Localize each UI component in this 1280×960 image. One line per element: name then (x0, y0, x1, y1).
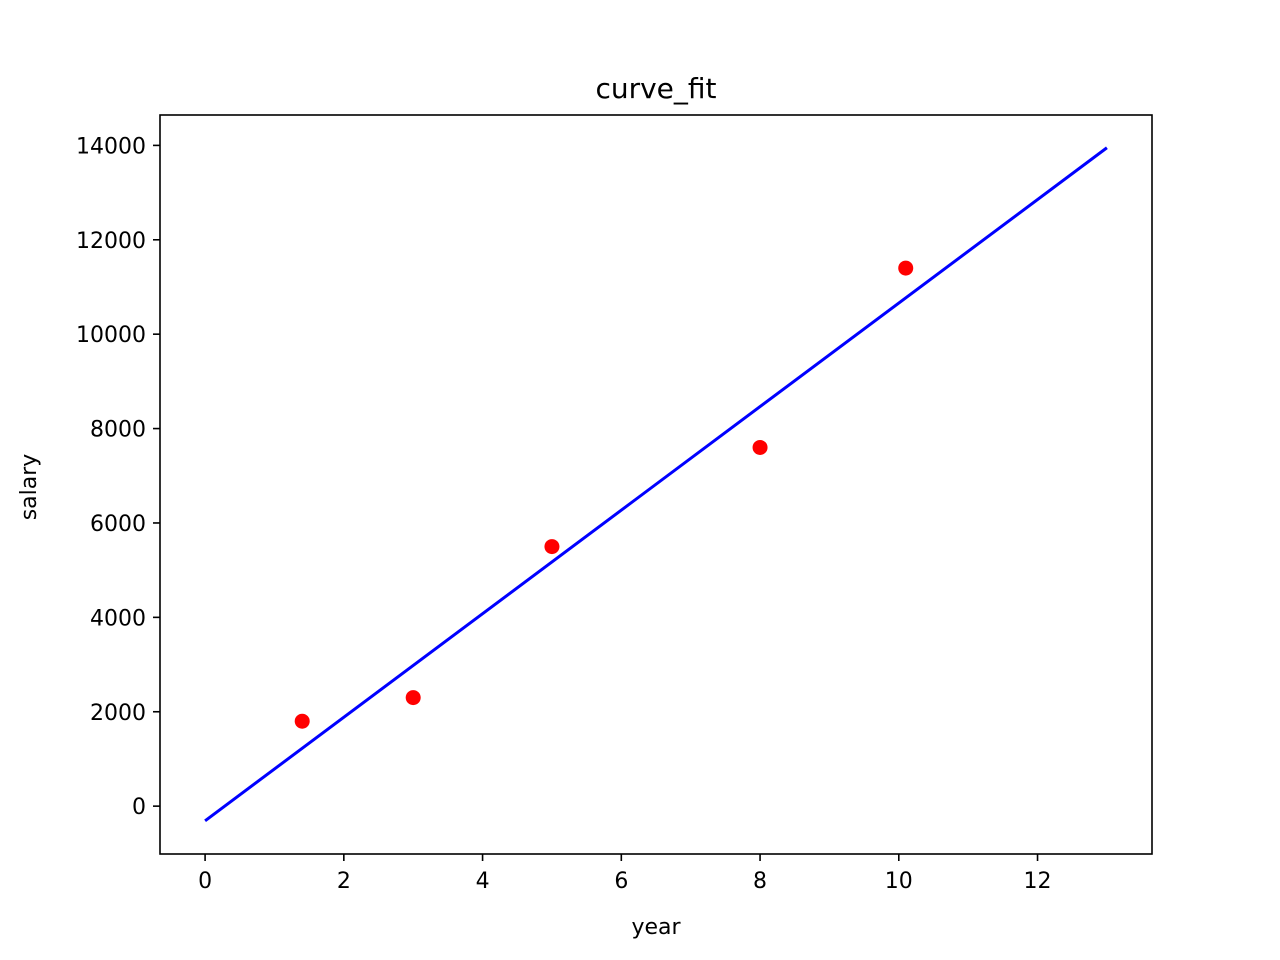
y-tick-label: 10000 (76, 323, 146, 348)
x-tick-label: 8 (753, 869, 767, 894)
y-tick-label: 2000 (90, 701, 146, 726)
x-tick-label: 0 (198, 869, 212, 894)
y-tick-label: 4000 (90, 606, 146, 631)
data-point (898, 260, 914, 276)
x-axis: 0 2 4 6 8 10 12 (198, 854, 1052, 894)
x-tick-label: 4 (476, 869, 490, 894)
chart-title: curve_fit (595, 72, 716, 105)
y-tick-label: 0 (132, 795, 146, 820)
y-axis: 0 2000 4000 6000 8000 10000 12000 14000 (76, 134, 160, 820)
y-tick-label: 8000 (90, 418, 146, 443)
plot-area (204, 146, 1108, 822)
data-point (294, 713, 310, 729)
x-tick-label: 12 (1024, 869, 1052, 894)
y-tick-label: 6000 (90, 512, 146, 537)
x-tick-label: 2 (337, 869, 351, 894)
axes-frame (159, 114, 1153, 855)
y-axis-label: salary (17, 454, 42, 521)
data-point (752, 439, 768, 455)
x-axis-label: year (631, 915, 681, 940)
y-tick-label: 12000 (76, 229, 146, 254)
data-point (405, 690, 421, 706)
fit-line (204, 146, 1108, 822)
x-tick-label: 10 (885, 869, 913, 894)
data-point (544, 539, 560, 555)
y-tick-label: 14000 (76, 134, 146, 159)
x-tick-label: 6 (614, 869, 628, 894)
